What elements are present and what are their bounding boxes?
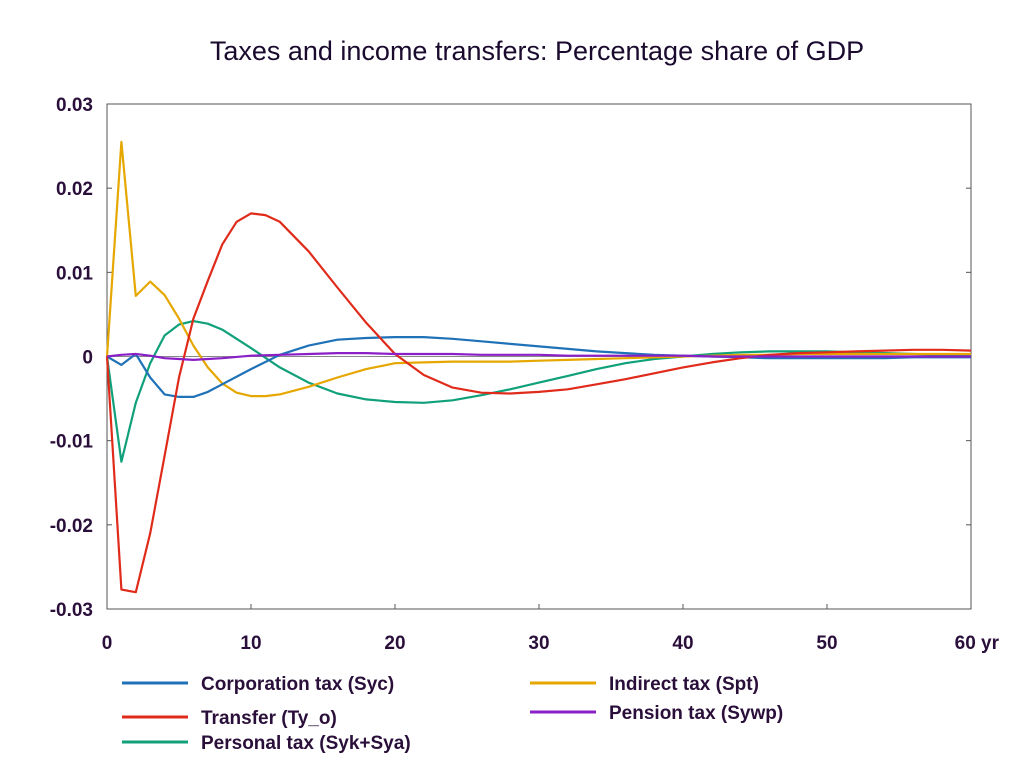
- legend-label: Corporation tax (Syc): [201, 674, 394, 695]
- y-tick-label: 0: [82, 348, 93, 369]
- y-tick-label: 0.01: [56, 263, 93, 284]
- legend-label: Personal tax (Syk+Sya): [201, 733, 411, 754]
- chart-title: Taxes and income transfers: Percentage s…: [210, 36, 864, 66]
- series-line-2: [105, 320, 971, 463]
- x-tick-label: 20: [384, 633, 405, 654]
- x-tick-label: 60 yr: [955, 633, 1000, 654]
- x-tick-label: 10: [240, 633, 261, 654]
- y-tick-label: -0.02: [50, 516, 93, 537]
- legend-label: Indirect tax (Spt): [609, 674, 759, 695]
- series-layer: [105, 140, 972, 594]
- x-tick-label: 0: [102, 633, 113, 654]
- legend: Corporation tax (Syc) Transfer (Ty_o) Pers…: [122, 674, 783, 754]
- series-line-1: [105, 212, 972, 594]
- y-tick-label: -0.01: [50, 432, 94, 453]
- x-tick-label: 50: [816, 633, 837, 654]
- y-tick-label: 0.03: [56, 95, 93, 116]
- series-line-4: [106, 352, 971, 361]
- legend-label: Pension tax (Sywp): [609, 703, 783, 724]
- axes: 0.03 0.02 0.01 0 -0.01 -0.02 -0.03 0 10 20 30 40 50 6…: [50, 95, 1000, 654]
- y-tick-label: 0.02: [56, 179, 93, 200]
- legend-label: Transfer (Ty_o): [201, 708, 337, 729]
- series-line-0: [106, 336, 971, 398]
- y-tick-label: -0.03: [50, 600, 93, 621]
- x-tick-label: 30: [528, 633, 549, 654]
- x-tick-label: 40: [672, 633, 693, 654]
